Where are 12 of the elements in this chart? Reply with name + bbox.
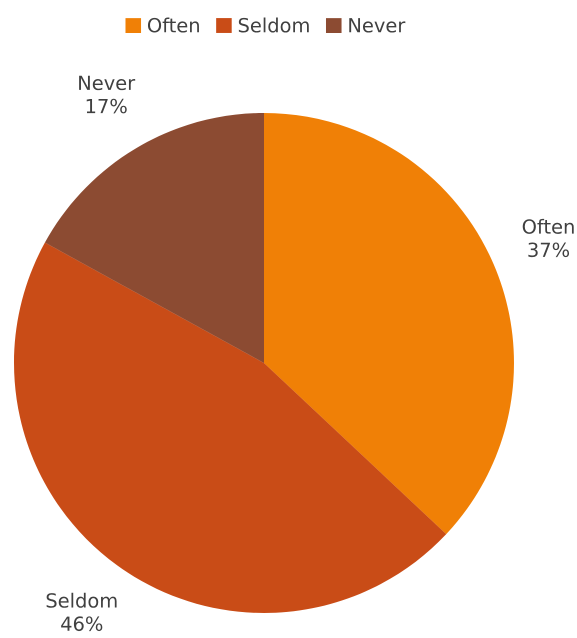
pie-slice xyxy=(44,113,264,363)
legend-label: Seldom xyxy=(238,18,309,33)
slice-label: Often xyxy=(522,218,574,234)
data-label: 46% xyxy=(61,616,102,632)
legend-label: Never xyxy=(349,18,406,33)
data-label: 17% xyxy=(86,98,127,114)
slice-label: Seldom xyxy=(46,592,117,608)
pie-slice xyxy=(14,242,446,613)
legend-label: Often xyxy=(148,18,199,33)
data-label: 37% xyxy=(528,242,570,258)
slice-label: Never xyxy=(79,76,136,90)
pie-slice xyxy=(264,113,514,534)
